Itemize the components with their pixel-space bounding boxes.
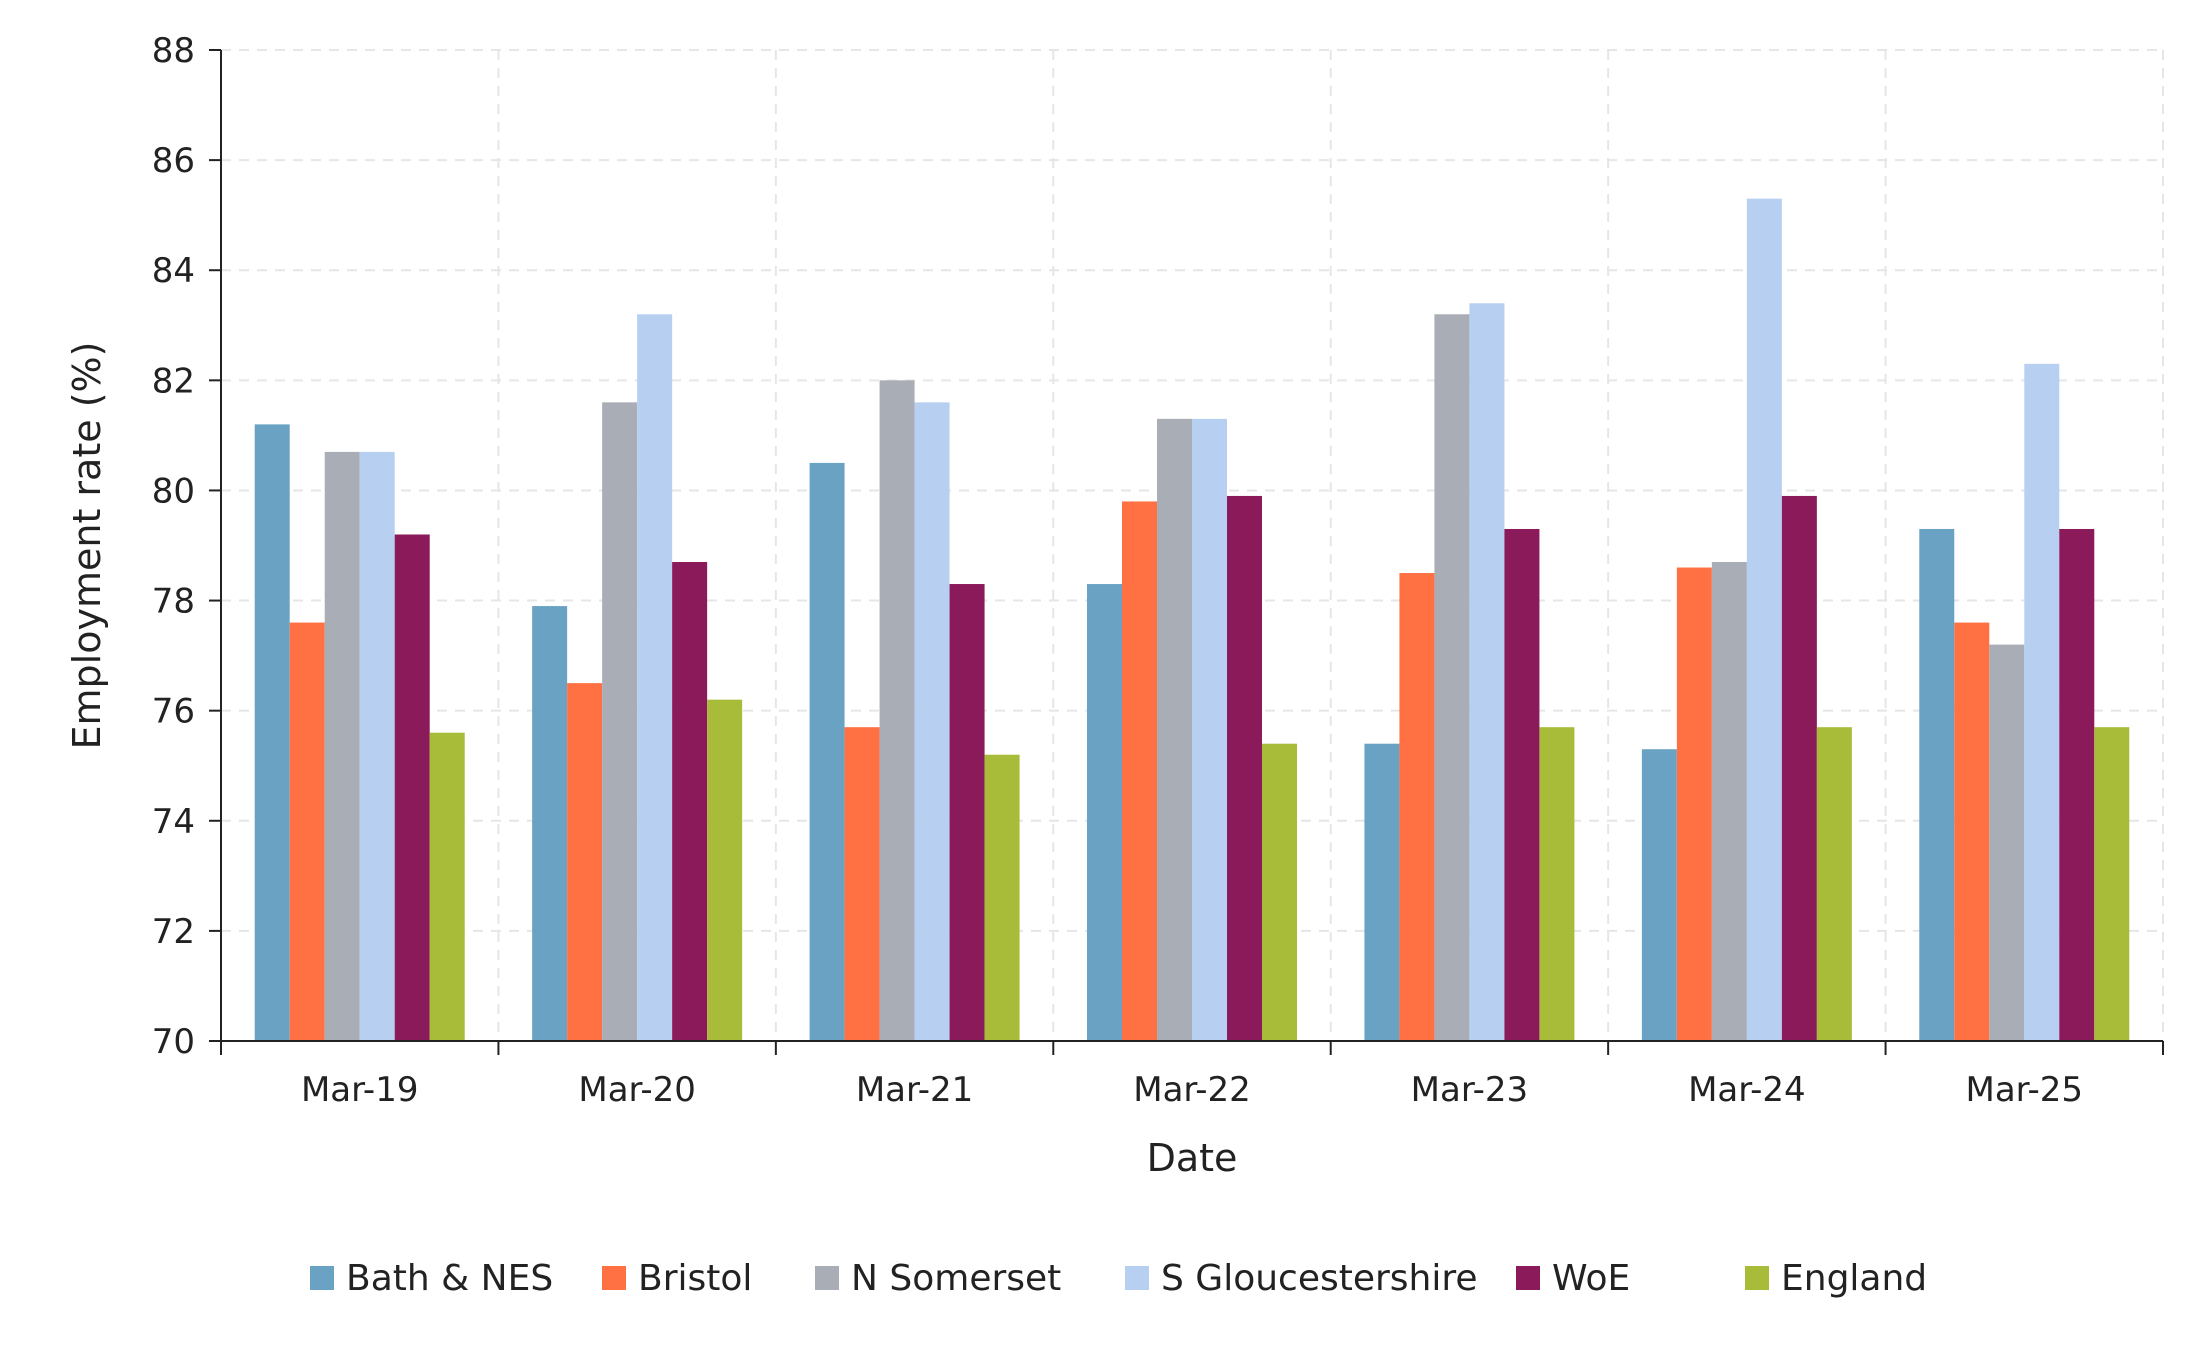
bar — [1954, 622, 1990, 1041]
bar — [984, 754, 1020, 1041]
legend-label: S Gloucestershire — [1161, 1258, 1478, 1299]
bar — [1504, 528, 1540, 1041]
y-tick-label: 70 — [152, 1022, 195, 1062]
bar — [1087, 584, 1122, 1041]
bar — [844, 727, 880, 1041]
x-tick-label: Mar-23 — [1411, 1070, 1529, 1110]
legend-swatch — [602, 1266, 626, 1290]
bar — [1539, 727, 1575, 1041]
bar — [359, 451, 395, 1042]
legend-swatch — [1516, 1266, 1540, 1290]
bar — [2024, 363, 2060, 1042]
x-tick-label: Mar-20 — [578, 1070, 696, 1110]
y-tick-label: 86 — [152, 141, 195, 181]
legend-swatch — [815, 1266, 839, 1290]
legend-label: Bristol — [638, 1258, 752, 1299]
bar — [1122, 501, 1157, 1041]
bar — [429, 732, 465, 1041]
axes — [209, 49, 2164, 1055]
bar — [949, 584, 985, 1041]
bar — [1919, 528, 1955, 1041]
bar — [809, 462, 845, 1042]
bar — [324, 451, 360, 1042]
y-tick-label: 80 — [152, 471, 195, 511]
legend-label: Bath & NES — [346, 1258, 553, 1299]
bar — [672, 562, 708, 1041]
bar — [1434, 314, 1470, 1041]
bar — [1262, 743, 1297, 1041]
x-tick-label: Mar-19 — [301, 1070, 419, 1110]
bar — [1364, 743, 1400, 1041]
bar — [1641, 749, 1677, 1041]
bar — [1989, 644, 2025, 1041]
bar — [602, 402, 638, 1041]
bar — [1746, 198, 1782, 1041]
bar — [1157, 418, 1192, 1042]
x-tick-label: Mar-22 — [1133, 1070, 1251, 1110]
y-tick-label: 76 — [152, 692, 195, 732]
legend-swatch — [1125, 1266, 1149, 1290]
legend: Bath & NES Bristol N Somerset S Gloucesters… — [310, 1258, 1927, 1299]
x-tick-label: Mar-24 — [1688, 1070, 1806, 1110]
y-tick-label: 84 — [152, 251, 195, 291]
y-axis-title: Employment rate (%) — [65, 342, 109, 750]
x-tick-label: Mar-25 — [1966, 1070, 2084, 1110]
bar — [394, 534, 430, 1041]
bar — [2094, 727, 2130, 1041]
legend-label: England — [1781, 1258, 1927, 1299]
bar — [567, 683, 603, 1041]
legend-swatch — [1745, 1266, 1769, 1290]
y-tick-label: 72 — [152, 912, 195, 952]
bar — [1399, 573, 1435, 1041]
bar — [1711, 562, 1747, 1041]
x-tick-label: Mar-21 — [856, 1070, 974, 1110]
bar — [289, 622, 325, 1041]
y-tick-labels: 70 72 74 76 78 80 82 84 86 88 — [152, 31, 195, 1062]
legend-swatch — [310, 1266, 334, 1290]
bar — [254, 424, 290, 1041]
bar — [637, 314, 673, 1041]
bar — [879, 380, 915, 1041]
y-tick-label: 74 — [152, 802, 195, 842]
bar — [914, 402, 950, 1041]
gridlines — [221, 49, 2164, 1041]
bars-layer — [254, 198, 2130, 1042]
bar — [1676, 567, 1712, 1041]
bar — [707, 699, 743, 1041]
y-tick-label: 82 — [152, 361, 195, 401]
bar — [532, 606, 568, 1041]
bar — [1816, 727, 1852, 1041]
legend-label: N Somerset — [851, 1258, 1061, 1299]
bar — [1469, 303, 1505, 1041]
bar — [1192, 418, 1227, 1042]
x-tick-labels: Mar-19 Mar-20 Mar-21 Mar-22 Mar-23 Mar-24 Mar-… — [301, 1070, 2083, 1110]
bar — [1781, 495, 1817, 1041]
legend-label: WoE — [1552, 1258, 1630, 1299]
bar — [2059, 528, 2095, 1041]
y-tick-label: 88 — [152, 31, 195, 71]
bar — [1227, 495, 1262, 1041]
y-tick-label: 78 — [152, 582, 195, 622]
x-axis-title: Date — [1147, 1136, 1238, 1180]
